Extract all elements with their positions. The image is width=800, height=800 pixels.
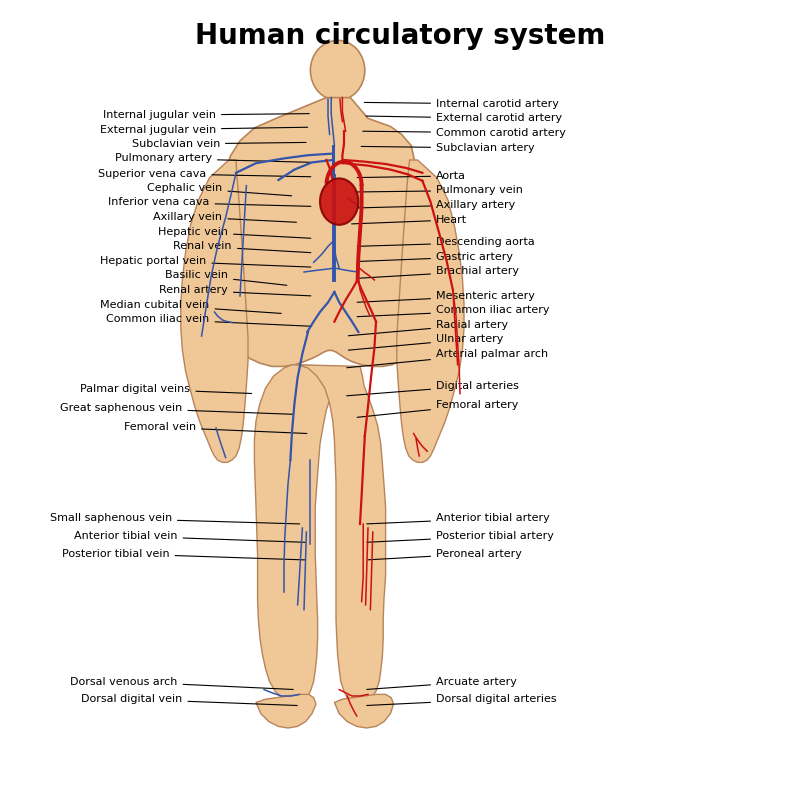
Text: Great saphenous vein: Great saphenous vein: [60, 403, 294, 414]
Text: Inferior vena cava: Inferior vena cava: [108, 198, 311, 207]
Text: Small saphenous vein: Small saphenous vein: [50, 514, 300, 524]
Text: Renal vein: Renal vein: [174, 242, 311, 253]
Text: Posterior tibial artery: Posterior tibial artery: [366, 531, 554, 542]
Text: External jugular vein: External jugular vein: [100, 125, 308, 134]
Text: Dorsal digital vein: Dorsal digital vein: [81, 694, 298, 706]
Text: Median cubital vein: Median cubital vein: [100, 300, 282, 314]
Text: Arcuate artery: Arcuate artery: [366, 677, 517, 690]
Text: Anterior tibial vein: Anterior tibial vein: [74, 531, 306, 542]
Polygon shape: [254, 365, 336, 704]
Text: Dorsal venous arch: Dorsal venous arch: [70, 677, 294, 690]
Text: Radial artery: Radial artery: [348, 320, 508, 336]
Polygon shape: [222, 98, 422, 366]
Text: Heart: Heart: [351, 215, 467, 225]
Text: Superior vena cava: Superior vena cava: [98, 169, 311, 178]
Text: Ulnar artery: Ulnar artery: [348, 334, 503, 350]
Text: Basilic vein: Basilic vein: [165, 270, 287, 286]
Text: Digital arteries: Digital arteries: [346, 381, 519, 396]
Text: Arterial palmar arch: Arterial palmar arch: [346, 349, 548, 368]
Text: Posterior tibial vein: Posterior tibial vein: [62, 549, 306, 560]
Text: Hepatic portal vein: Hepatic portal vein: [100, 256, 311, 267]
Ellipse shape: [320, 178, 358, 225]
Text: Subclavian artery: Subclavian artery: [361, 143, 534, 153]
Text: Human circulatory system: Human circulatory system: [195, 22, 605, 50]
Text: Subclavian vein: Subclavian vein: [132, 139, 306, 149]
Text: Internal jugular vein: Internal jugular vein: [103, 110, 310, 120]
Text: Common iliac artery: Common iliac artery: [357, 306, 550, 317]
Text: Axillary vein: Axillary vein: [154, 212, 297, 222]
Text: Axillary artery: Axillary artery: [357, 200, 515, 210]
Text: Femoral vein: Femoral vein: [124, 422, 307, 434]
Text: Dorsal digital arteries: Dorsal digital arteries: [366, 694, 557, 706]
Text: Common iliac vein: Common iliac vein: [106, 314, 312, 326]
Text: Common carotid artery: Common carotid artery: [362, 128, 566, 138]
Text: Hepatic vein: Hepatic vein: [158, 227, 311, 238]
Ellipse shape: [310, 40, 365, 100]
Text: Mesenteric artery: Mesenteric artery: [357, 291, 535, 302]
Text: Peroneal artery: Peroneal artery: [367, 549, 522, 560]
Polygon shape: [397, 160, 464, 462]
Text: Pulmonary vein: Pulmonary vein: [357, 186, 523, 195]
Text: Gastric artery: Gastric artery: [357, 252, 513, 262]
Text: Renal artery: Renal artery: [159, 286, 311, 296]
Text: Cephalic vein: Cephalic vein: [147, 183, 292, 196]
Text: Descending aorta: Descending aorta: [357, 238, 534, 247]
Polygon shape: [181, 160, 248, 462]
Polygon shape: [334, 694, 394, 728]
Text: Aorta: Aorta: [357, 171, 466, 181]
Polygon shape: [298, 365, 386, 704]
Text: Femoral artery: Femoral artery: [357, 400, 518, 418]
Text: Brachial artery: Brachial artery: [358, 266, 519, 278]
Text: Internal carotid artery: Internal carotid artery: [364, 99, 559, 109]
Polygon shape: [256, 694, 316, 728]
Text: External carotid artery: External carotid artery: [366, 114, 562, 123]
Text: Pulmonary artery: Pulmonary artery: [115, 154, 311, 163]
Text: Anterior tibial artery: Anterior tibial artery: [366, 514, 550, 524]
Text: Palmar digital veins: Palmar digital veins: [80, 384, 252, 394]
